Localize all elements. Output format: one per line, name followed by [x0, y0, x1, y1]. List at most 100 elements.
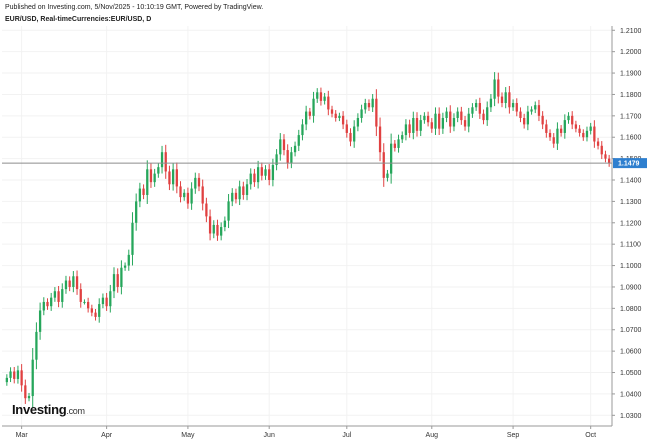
candle [197, 173, 201, 192]
candle-body [20, 370, 23, 386]
candle [223, 216, 227, 232]
candle [138, 182, 142, 208]
candle [515, 98, 518, 117]
candle-body [238, 186, 241, 200]
candle [245, 179, 249, 201]
candle-body [46, 301, 49, 307]
candle [367, 99, 371, 111]
candle-body [341, 115, 345, 125]
candle-body [186, 192, 190, 204]
candle [474, 99, 478, 111]
candle [563, 114, 566, 139]
candle-body [120, 267, 123, 287]
candle-body [559, 128, 563, 133]
candle-body [301, 124, 304, 136]
candle [109, 284, 112, 313]
candle [305, 105, 308, 131]
candle [242, 181, 245, 200]
symbol-caption: EUR/USD, Real-timeCurrencies:EUR/USD, D [5, 16, 152, 23]
candle-body [515, 103, 518, 112]
y-tick-label: 1.1300 [620, 199, 642, 206]
candle-body [593, 126, 596, 142]
y-tick-label: 1.0400 [620, 391, 642, 398]
candle-body [220, 227, 223, 236]
candle [571, 111, 574, 130]
candle-body [194, 177, 197, 189]
candle-body [397, 139, 400, 148]
candle-body [253, 173, 256, 183]
x-tick-label: Jun [264, 432, 275, 439]
candle-body [101, 297, 105, 305]
candle-body [293, 145, 297, 153]
candle [46, 298, 49, 310]
candle [264, 165, 267, 180]
candle [530, 106, 533, 115]
candle-body [168, 171, 171, 185]
candle [330, 105, 334, 118]
candle-body [456, 111, 459, 118]
y-tick-label: 1.1000 [620, 263, 642, 270]
y-tick-label: 1.0800 [620, 306, 642, 313]
candle-body [541, 115, 544, 125]
candle-body [179, 186, 182, 198]
candle [135, 193, 138, 231]
candle [279, 133, 282, 161]
candle [231, 188, 234, 207]
candle-body [208, 216, 212, 234]
candle [386, 169, 389, 182]
candle [316, 88, 319, 103]
candle [412, 111, 415, 140]
candle [452, 113, 456, 132]
candle [456, 107, 459, 123]
candle [419, 114, 422, 137]
candle [548, 129, 552, 141]
candle-body [574, 124, 578, 129]
candle-body [90, 308, 93, 313]
x-tick-label: Mar [16, 432, 29, 439]
candle [578, 125, 581, 137]
candle-body [79, 289, 82, 302]
time-axis[interactable]: MarAprMayJunJulAugSepOctNov [2, 425, 650, 439]
candle [149, 163, 153, 188]
candle [489, 94, 493, 112]
candle-body [375, 98, 378, 127]
candle [449, 105, 452, 133]
candle [393, 140, 396, 152]
candle-body [160, 152, 164, 168]
y-tick-label: 1.1400 [620, 178, 642, 185]
candle [327, 90, 330, 116]
candle [212, 220, 215, 239]
candle-body [478, 103, 481, 114]
candle [341, 111, 345, 130]
candle-body [42, 301, 45, 311]
candle [286, 144, 289, 169]
candle-body [249, 173, 252, 185]
candle-body [94, 312, 97, 317]
candle [356, 113, 360, 132]
candle [364, 98, 367, 114]
candle-body [245, 184, 249, 195]
candle-body [578, 128, 581, 133]
candle-body [268, 169, 271, 181]
candle-body [275, 154, 278, 166]
candle [83, 299, 86, 305]
candle [301, 119, 304, 141]
y-tick-label: 1.0600 [620, 349, 642, 356]
candle-body [497, 79, 500, 97]
published-caption: Published on Investing.com, 5/Nov/2025 -… [5, 4, 264, 11]
candle [238, 180, 241, 206]
candle-body [286, 150, 289, 163]
candle [13, 367, 16, 384]
candle [290, 146, 293, 169]
candle-body [279, 139, 282, 155]
candle-body [486, 107, 489, 121]
candle [600, 141, 603, 160]
candle [90, 304, 93, 317]
candle [526, 105, 530, 131]
price-axis[interactable]: 1.0300 1.0400 1.0500 1.0600 1.0700 1.0800 1.09… [611, 26, 642, 426]
y-tick-label: 1.1100 [620, 242, 641, 249]
candle [38, 302, 42, 340]
candle [120, 260, 123, 295]
candle [323, 92, 326, 105]
